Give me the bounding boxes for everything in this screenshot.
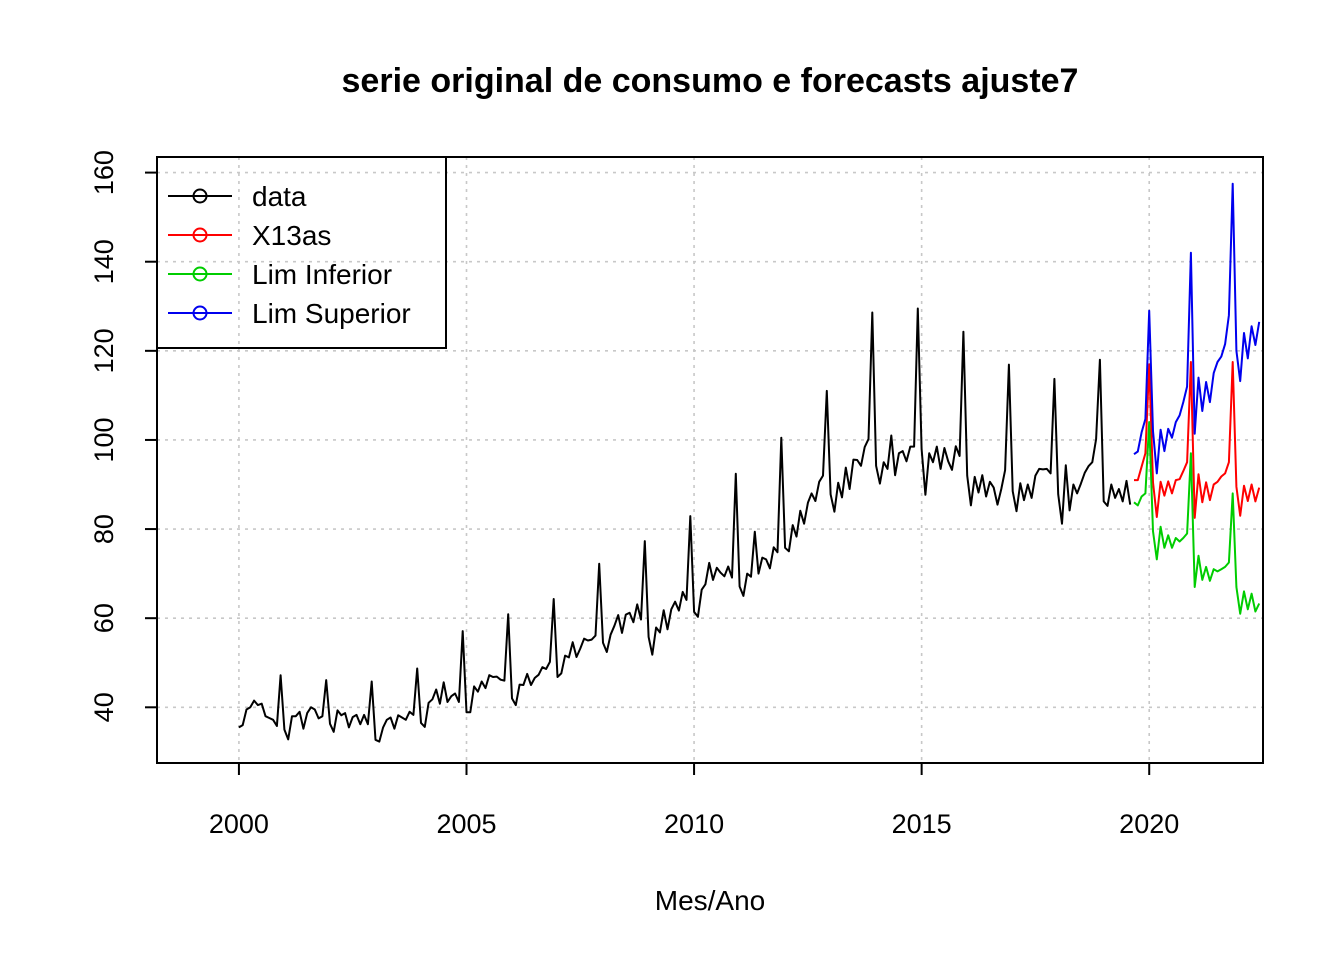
y-axis: 40 60 80 100 120 140 160 xyxy=(89,150,157,722)
legend-item-data: data xyxy=(168,181,307,212)
y-tick-label: 80 xyxy=(89,514,119,544)
x-tick-label: 2000 xyxy=(209,809,269,839)
y-tick-label: 140 xyxy=(89,239,119,284)
legend-box xyxy=(156,156,447,349)
legend-item-lim-superior: Lim Superior xyxy=(168,298,411,329)
legend-item-lim-inferior: Lim Inferior xyxy=(168,259,392,290)
legend-label-x13as: X13as xyxy=(252,220,331,251)
y-tick-label: 120 xyxy=(89,328,119,373)
grid-layer xyxy=(157,157,1263,763)
series-line-lim-superior xyxy=(1133,182,1261,475)
plot-frame xyxy=(156,156,1264,764)
legend-marker xyxy=(192,227,208,243)
legend-label-lim-inferior: Lim Inferior xyxy=(252,259,392,290)
x-tick-label: 2010 xyxy=(664,809,724,839)
legend: data X13as Lim Inferior Lim Superior xyxy=(156,156,447,349)
legend-item-x13as: X13as xyxy=(168,220,331,251)
y-tick-label: 60 xyxy=(89,603,119,633)
series-line-data xyxy=(238,307,1132,743)
series-line-lim-inferior xyxy=(1133,421,1261,615)
legend-marker xyxy=(192,266,208,282)
y-tick-label: 160 xyxy=(89,150,119,195)
x-axis: 2000 2005 2010 2015 2020 xyxy=(209,763,1179,839)
legend-label-lim-superior: Lim Superior xyxy=(252,298,411,329)
legend-label-data: data xyxy=(252,181,307,212)
y-tick-label: 40 xyxy=(89,692,119,722)
legend-marker xyxy=(192,188,208,204)
y-tick-label: 100 xyxy=(89,417,119,462)
x-tick-label: 2015 xyxy=(892,809,952,839)
chart-title: serie original de consumo e forecasts aj… xyxy=(342,62,1079,100)
series-line-x13as xyxy=(1134,361,1261,519)
series-layer xyxy=(238,182,1261,743)
x-tick-label: 2020 xyxy=(1119,809,1179,839)
x-axis-label: Mes/Ano xyxy=(655,885,766,916)
x-tick-label: 2005 xyxy=(436,809,496,839)
legend-marker xyxy=(192,305,208,321)
